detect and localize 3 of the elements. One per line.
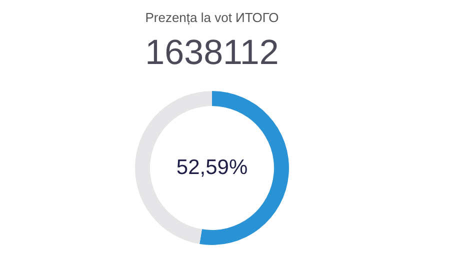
chart-subtitle: 1638112	[145, 33, 279, 72]
text: 52,59%	[176, 156, 248, 179]
chart-title: Prezența la vot ИТОГО	[145, 10, 279, 25]
